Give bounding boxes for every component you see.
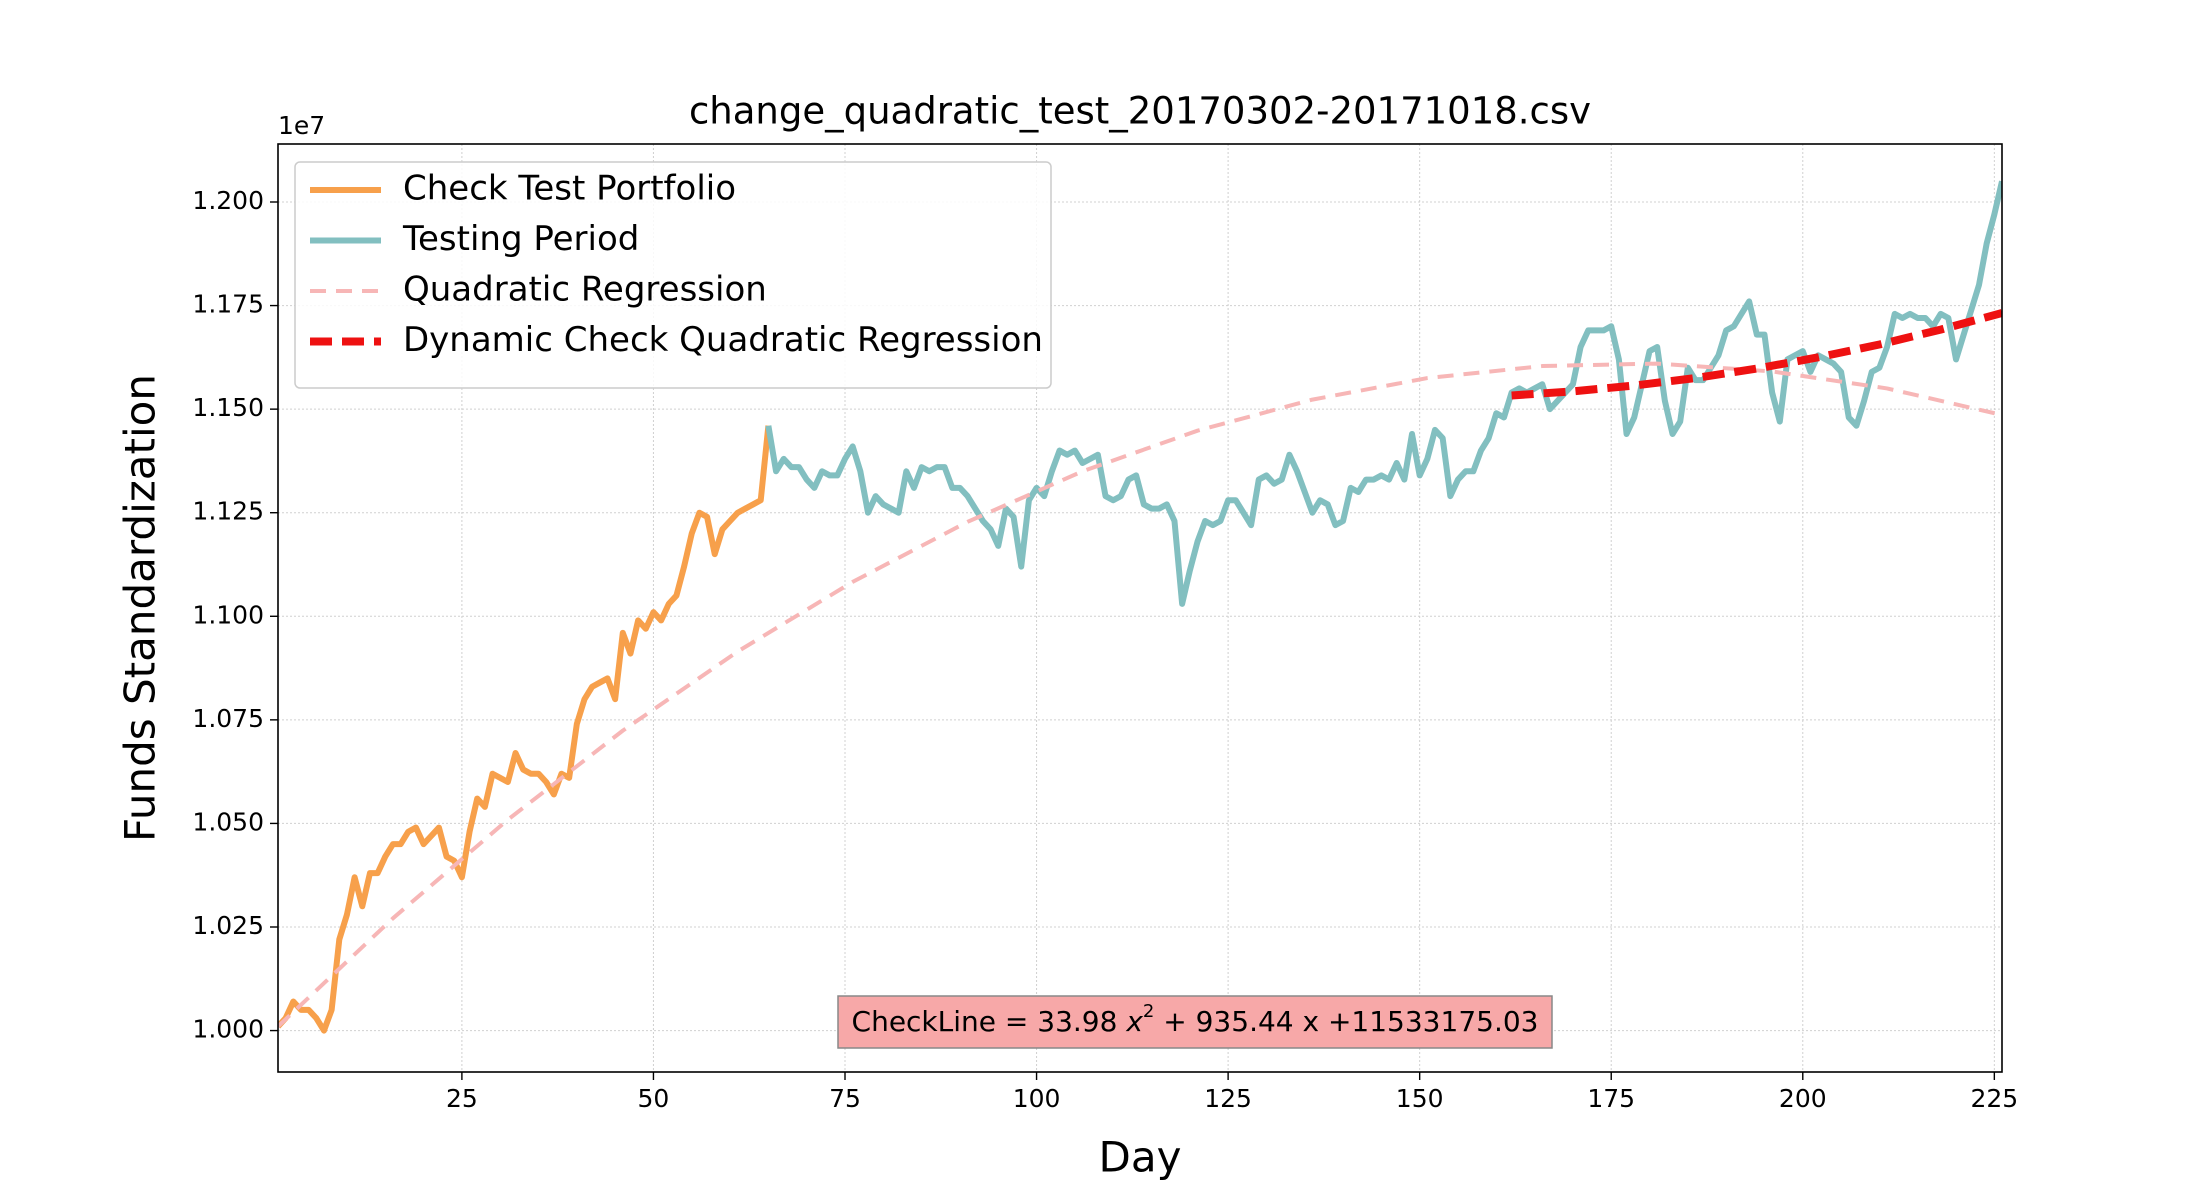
series-line xyxy=(1511,309,2002,400)
x-tick-label: 200 xyxy=(1779,1084,1827,1113)
legend-label: Quadratic Regression xyxy=(403,270,767,310)
y-tick-label: 1.150 xyxy=(192,393,264,422)
annotation-part: x xyxy=(1125,1005,1143,1038)
y-axis-label: Funds Standardization xyxy=(116,374,165,842)
annotation: CheckLine = 33.98 x2 + 935.44 x +1153317… xyxy=(837,995,1553,1049)
legend-box xyxy=(294,161,1052,389)
x-tick-label: 100 xyxy=(1013,1084,1061,1113)
legend-label: Dynamic Check Quadratic Regression xyxy=(403,320,1043,360)
x-tick-label: 150 xyxy=(1396,1084,1444,1113)
plot-frame xyxy=(277,143,2003,1073)
y-tick-label: 1.050 xyxy=(192,807,264,836)
x-axis-label: Day xyxy=(1099,1133,1182,1182)
x-tick-label: 75 xyxy=(829,1084,861,1113)
y-tick-label: 1.000 xyxy=(192,1015,264,1044)
chart-title: change_quadratic_test_20170302-20171018.… xyxy=(689,90,1591,133)
x-tick-label: 125 xyxy=(1204,1084,1252,1113)
annotation-part: + 935.44 x +11533175.03 xyxy=(1154,1005,1538,1038)
x-tick-label: 225 xyxy=(1970,1084,2018,1113)
y-tick-label: 1.175 xyxy=(192,290,264,319)
annotation-text: CheckLine = 33.98 x2 + 935.44 x +1153317… xyxy=(852,1001,1539,1038)
annotation-box xyxy=(837,995,1553,1049)
y-tick-label: 1.075 xyxy=(192,704,264,733)
legend-label: Testing Period xyxy=(402,219,639,259)
series-line xyxy=(278,361,2002,1028)
series-line xyxy=(278,425,772,1034)
y-tick-label: 1.125 xyxy=(192,497,264,526)
x-tick-label: 50 xyxy=(638,1084,670,1113)
legend: Check Test Portfolio Testing Period Quadra… xyxy=(294,161,1052,389)
x-tick-label: 175 xyxy=(1587,1084,1635,1113)
annotation-part: 2 xyxy=(1143,1001,1154,1022)
annotation-part: CheckLine = 33.98 xyxy=(852,1005,1127,1038)
y-tick-label: 1.025 xyxy=(192,911,264,940)
y-tick-label: 1.100 xyxy=(192,600,264,629)
x-tick-label: 25 xyxy=(446,1084,478,1113)
series-line xyxy=(765,180,2002,607)
y-tick-label: 1.200 xyxy=(192,186,264,215)
legend-label: Check Test Portfolio xyxy=(403,169,736,209)
y-offset-label: 1e7 xyxy=(278,111,325,140)
